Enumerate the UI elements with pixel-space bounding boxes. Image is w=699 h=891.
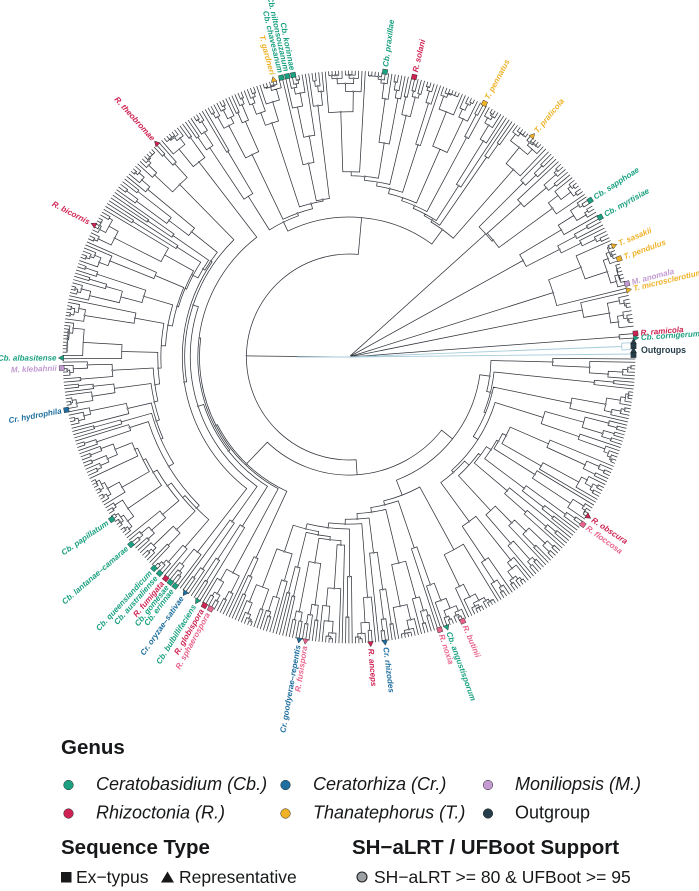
svg-text:Ex−typus: Ex−typus (76, 867, 149, 887)
svg-text:SH−aLRT >= 80 & UFBoot >= 95: SH−aLRT >= 80 & UFBoot >= 95 (374, 867, 631, 887)
svg-text:Outgroups: Outgroups (641, 345, 686, 355)
svg-text:Cb. albasitense: Cb. albasitense (0, 353, 57, 362)
svg-text:Cb. cornigerum: Cb. cornigerum (641, 329, 699, 342)
svg-text:M. klebahnii: M. klebahnii (11, 364, 58, 375)
svg-text:Thanatephorus (T.): Thanatephorus (T.) (313, 803, 465, 823)
svg-text:Representative: Representative (179, 867, 297, 887)
svg-text:SH−aLRT / UFBoot Support: SH−aLRT / UFBoot Support (352, 836, 619, 859)
svg-text:Ceratorhiza (Cr.): Ceratorhiza (Cr.) (313, 774, 446, 794)
svg-text:Ceratobasidium (Cb.): Ceratobasidium (Cb.) (96, 774, 267, 794)
svg-text:Moniliopsis (M.): Moniliopsis (M.) (515, 774, 641, 794)
svg-text:Rhizoctonia (R.): Rhizoctonia (R.) (96, 803, 225, 823)
svg-text:Genus: Genus (61, 736, 125, 759)
svg-text:Outgroup: Outgroup (515, 803, 590, 823)
svg-text:R. anceps: R. anceps (366, 648, 378, 687)
svg-text:Sequence Type: Sequence Type (61, 836, 210, 859)
svg-text:R. ramicola: R. ramicola (640, 325, 684, 338)
